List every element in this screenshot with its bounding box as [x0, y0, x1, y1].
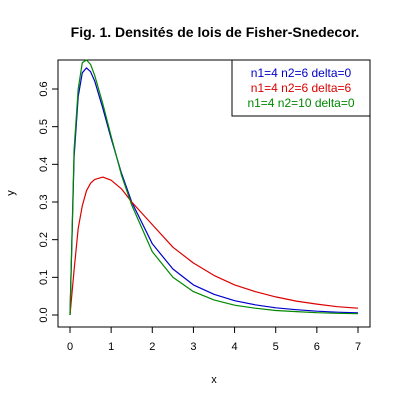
- y-tick-label: 0.3: [38, 194, 50, 209]
- y-tick-label: 0.5: [38, 119, 50, 134]
- y-tick-label: 0.6: [38, 81, 50, 96]
- chart-title: Fig. 1. Densités de lois de Fisher-Snede…: [71, 24, 360, 40]
- x-tick-label: 3: [190, 341, 196, 353]
- legend-entry-1: n1=4 n2=6 delta=0: [251, 66, 352, 80]
- legend-entry-2: n1=4 n2=6 delta=6: [251, 81, 352, 95]
- y-tick-label: 0.0: [38, 307, 50, 322]
- series-line-3: [69, 59, 359, 316]
- x-tick-label: 5: [273, 341, 279, 353]
- legend: n1=4 n2=6 delta=0n1=4 n2=6 delta=6n1=4 n…: [231, 59, 371, 117]
- x-tick-label: 7: [355, 341, 361, 353]
- x-tick-label: 4: [232, 341, 238, 353]
- legend-box: [231, 59, 371, 117]
- y-tick-label: 0.4: [38, 157, 50, 172]
- legend-entry-3: n1=4 n2=10 delta=0: [247, 96, 354, 110]
- y-axis-label: y: [5, 190, 17, 196]
- x-axis-label: x: [211, 374, 217, 386]
- series-line-2: [69, 176, 359, 316]
- x-tick-label: 0: [67, 341, 73, 353]
- y-tick-label: 0.1: [38, 270, 50, 285]
- series-line-1: [69, 67, 359, 316]
- y-tick-label: 0.2: [38, 232, 50, 247]
- x-tick-label: 1: [108, 341, 114, 353]
- x-tick-label: 6: [314, 341, 320, 353]
- x-tick-label: 2: [149, 341, 155, 353]
